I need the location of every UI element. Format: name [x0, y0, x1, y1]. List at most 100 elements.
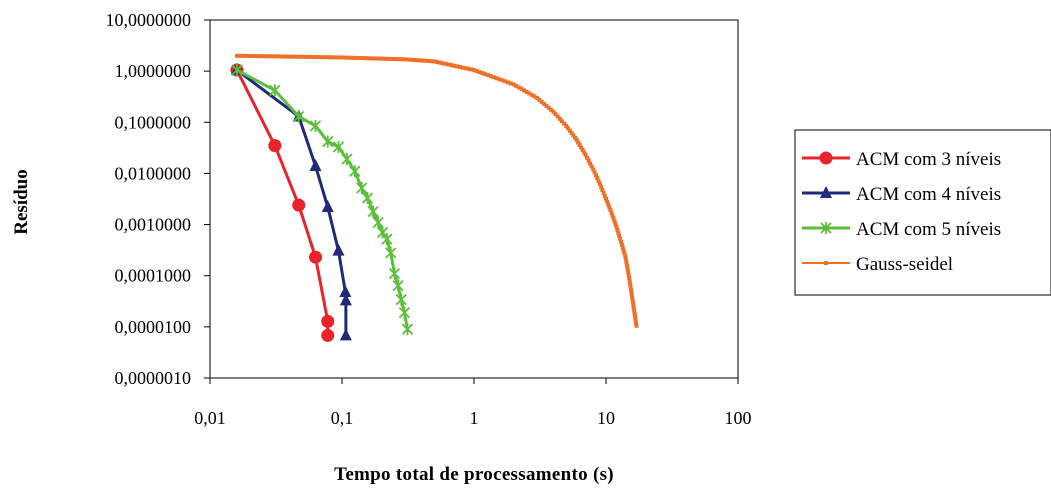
data-point [627, 276, 632, 281]
data-point [398, 306, 411, 319]
data-point [615, 227, 620, 232]
data-point [423, 58, 428, 63]
data-point [345, 55, 350, 60]
data-point [633, 320, 638, 325]
data-point [542, 101, 547, 106]
data-point [617, 233, 622, 238]
data-point [387, 56, 392, 61]
data-point [591, 167, 596, 172]
data-point [354, 55, 359, 60]
data-point [579, 145, 584, 150]
data-point [631, 306, 636, 311]
legend: ACM com 3 níveis ACM com 4 níveis ACM com … [794, 129, 1051, 296]
data-point [454, 64, 459, 69]
x-axis-label: Tempo total de processamento (s) [334, 464, 614, 485]
data-point [357, 56, 362, 61]
data-point [392, 279, 404, 292]
y-axis: 10,0000000 1,0000000 0,1000000 0,0100000 0,0… [106, 10, 210, 388]
data-point [303, 54, 308, 59]
data-point [273, 54, 278, 59]
data-point [321, 328, 335, 342]
data-point [605, 199, 610, 204]
data-point [252, 54, 257, 59]
data-point [356, 181, 368, 194]
data-point [633, 317, 638, 322]
data-point [529, 92, 534, 97]
data-point [480, 71, 485, 76]
data-point [332, 140, 345, 153]
data-point [401, 323, 414, 336]
data-point [339, 285, 352, 298]
data-point [489, 74, 494, 79]
data-point [614, 224, 619, 229]
data-point [321, 314, 335, 328]
data-point [312, 55, 317, 60]
data-point [268, 139, 282, 153]
data-point [592, 170, 597, 175]
data-point [243, 53, 248, 58]
data-point [351, 55, 356, 60]
data-point [367, 205, 379, 218]
data-point [511, 82, 516, 87]
data-point [630, 297, 635, 302]
x-tick-label: 1 [470, 408, 479, 428]
data-point [376, 226, 389, 239]
y-tick-label: 0,0001000 [115, 266, 192, 286]
data-point [486, 73, 491, 78]
data-point [309, 119, 322, 132]
data-point [240, 53, 245, 58]
data-point [522, 88, 527, 93]
x-tick-label: 0,01 [194, 408, 226, 428]
data-point [623, 254, 628, 259]
data-point [589, 164, 594, 169]
legend-swatch-marker [820, 186, 832, 198]
data-point [497, 77, 502, 82]
data-point [249, 53, 254, 58]
y-tick-label: 0,0000100 [115, 317, 192, 337]
data-point [577, 142, 582, 147]
data-point [309, 158, 322, 171]
data-point [616, 230, 621, 235]
data-point [426, 58, 431, 63]
data-point [342, 55, 347, 60]
data-point [516, 85, 521, 90]
data-point [610, 213, 615, 218]
data-point [560, 119, 564, 124]
data-point [381, 233, 393, 246]
data-point [267, 54, 272, 59]
data-point [363, 56, 368, 61]
data-point [609, 210, 614, 215]
data-point [332, 243, 345, 256]
data-point [618, 236, 623, 241]
data-point [429, 59, 434, 64]
data-point [514, 83, 519, 88]
data-point [622, 251, 627, 256]
data-point [408, 57, 413, 62]
data-point [369, 56, 374, 61]
data-point [384, 56, 389, 61]
data-point [599, 184, 604, 189]
data-point [339, 328, 352, 341]
data-point [360, 56, 365, 61]
data-point [366, 56, 371, 61]
legend-item: ACM com 4 níveis [802, 184, 1001, 205]
legend-label: ACM com 3 níveis [856, 149, 1001, 170]
data-point [452, 63, 457, 68]
data-point [623, 257, 628, 262]
data-point [629, 291, 634, 296]
data-point [534, 95, 539, 100]
legend-swatch-marker [824, 261, 828, 265]
data-point [282, 54, 287, 59]
data-point [231, 64, 243, 77]
data-point [469, 67, 474, 72]
data-point [567, 128, 572, 133]
legend-label: Gauss-seidel [856, 254, 953, 275]
data-point [449, 63, 454, 68]
data-point [583, 152, 588, 157]
series-layer [230, 53, 639, 342]
data-point [393, 57, 398, 62]
y-tick-label: 0,0100000 [115, 163, 192, 183]
y-tick-label: 0,1000000 [115, 112, 192, 132]
data-point [321, 200, 334, 213]
data-point [388, 267, 401, 280]
